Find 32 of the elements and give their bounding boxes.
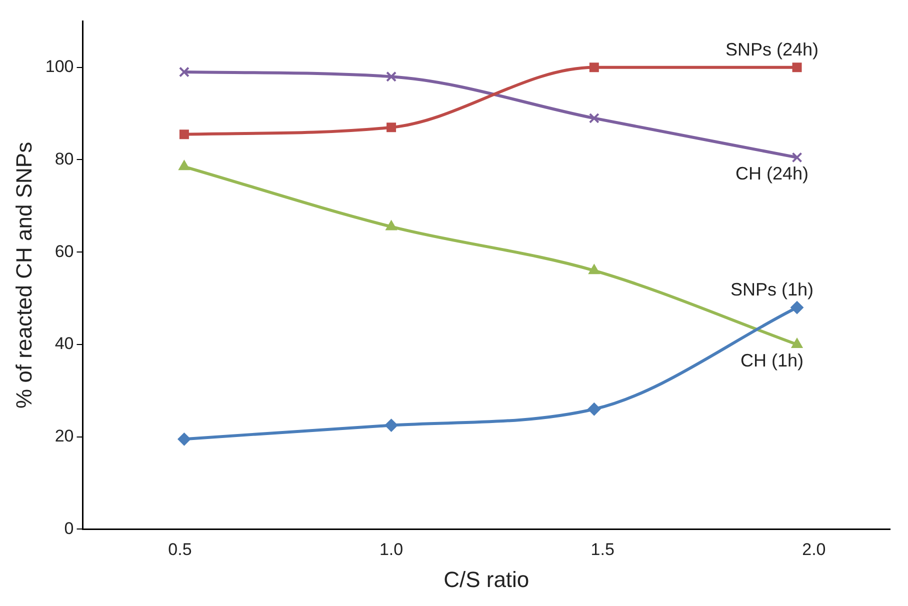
point (179, 130, 189, 140)
point (178, 160, 190, 170)
y-tick-label: 100 (45, 57, 74, 76)
series-label: SNPs (1h) (730, 279, 814, 300)
point (588, 112, 600, 124)
point (178, 432, 191, 446)
point (792, 62, 802, 72)
point (792, 152, 802, 163)
point (588, 402, 601, 416)
point (386, 220, 397, 230)
x-axis-title: C/S ratio (444, 566, 530, 592)
series-label: CH (1h) (740, 350, 804, 370)
y-tick-label: 0 (64, 518, 74, 538)
series-label: CH (24h) (736, 163, 809, 184)
point (588, 264, 600, 274)
y-tick-label: 60 (54, 242, 74, 261)
x-tick-label: 2.0 (802, 540, 826, 560)
point (386, 122, 396, 132)
series-label: SNPs (24h) (725, 39, 819, 60)
x-tick-label: 1.5 (590, 540, 614, 560)
y-tick-label: 80 (54, 149, 74, 168)
x-tick-label: 1.0 (379, 540, 404, 560)
point (178, 66, 190, 78)
point (386, 71, 397, 82)
y-tick-label: 20 (54, 426, 74, 446)
point (791, 338, 803, 348)
y-axis-title: % of reacted CH and SNPs (11, 142, 36, 408)
point (790, 301, 804, 314)
x-tick-label: 0.5 (168, 540, 192, 560)
point (589, 62, 599, 72)
y-tick-label: 40 (54, 334, 74, 354)
point (384, 418, 398, 432)
